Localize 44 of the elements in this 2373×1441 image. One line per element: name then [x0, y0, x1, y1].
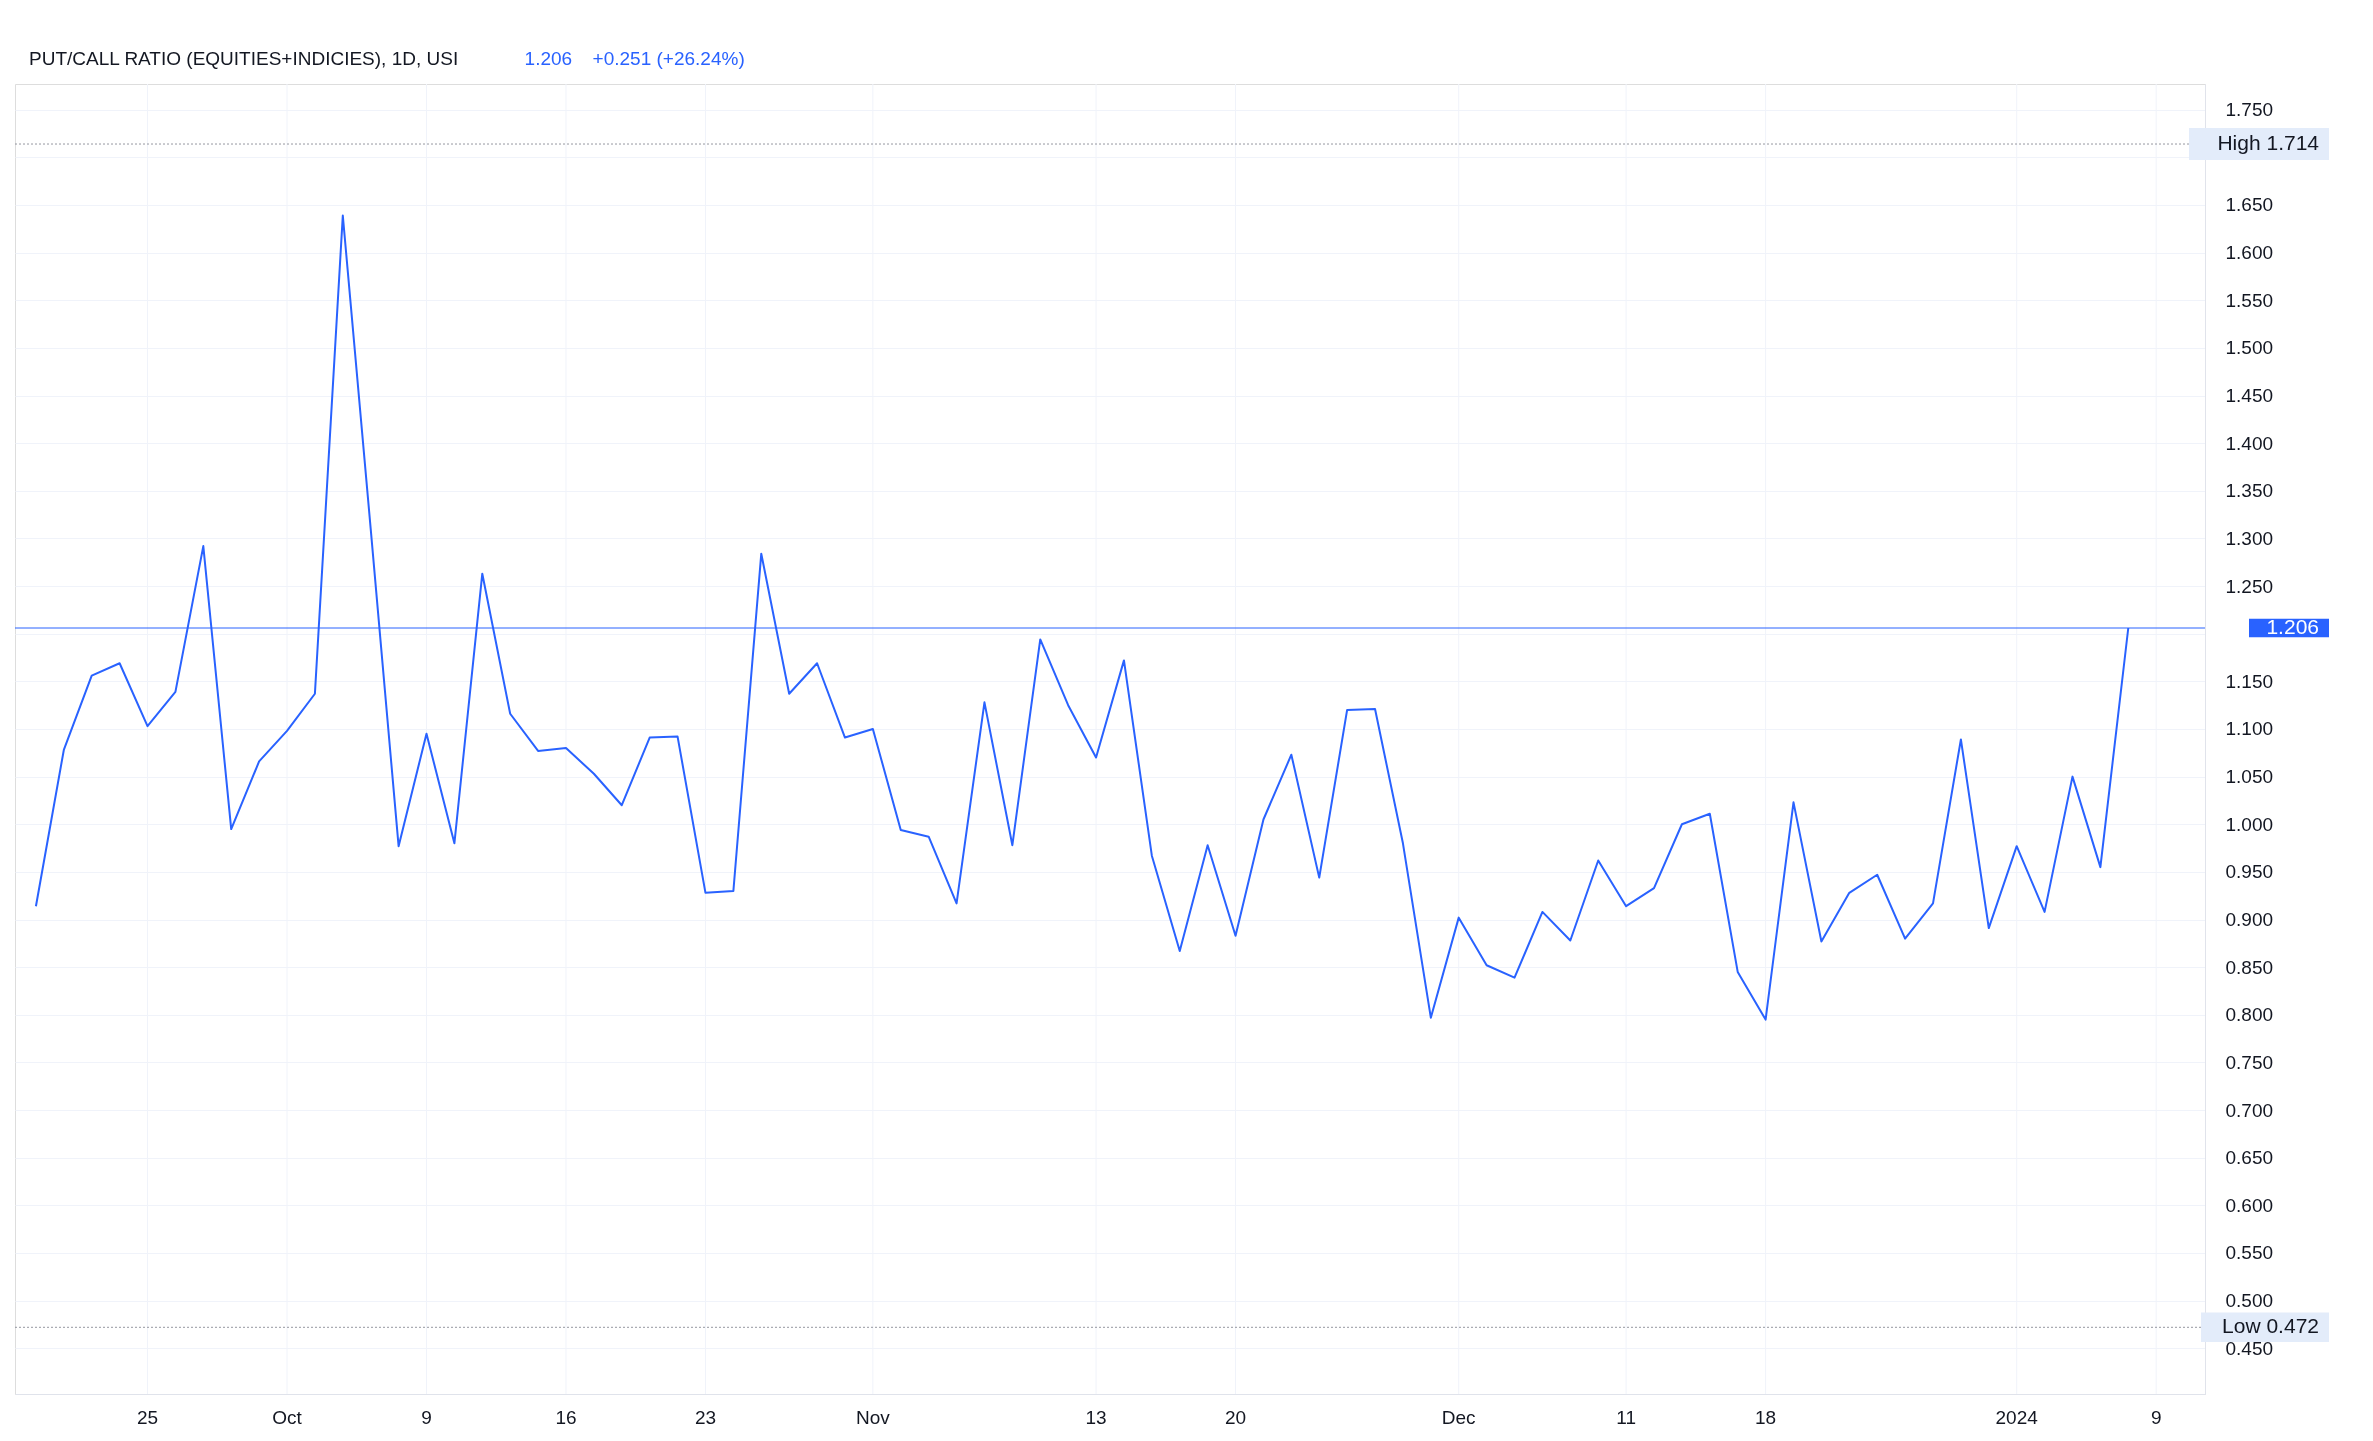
- y-tick-label: 1.600: [2225, 242, 2274, 264]
- y-tick-label: 1.650: [2225, 194, 2274, 216]
- x-tick-label: 9: [421, 1406, 432, 1428]
- y-tick-label: 1.750: [2225, 99, 2274, 121]
- x-tick-label: Oct: [272, 1406, 303, 1428]
- y-tick-label: 0.950: [2225, 861, 2274, 883]
- y-tick-label: 0.650: [2225, 1147, 2274, 1169]
- chart-title: PUT/CALL RATIO (EQUITIES+INDICIES), 1D, USI: [29, 48, 459, 69]
- x-tick-label: 23: [694, 1406, 717, 1428]
- y-tick-label: 0.800: [2225, 1004, 2274, 1026]
- y-tick-label: 0.750: [2225, 1051, 2274, 1073]
- x-tick-label: 25: [136, 1406, 159, 1428]
- y-tick-label: 1.400: [2225, 432, 2274, 454]
- text: +0.251 (+26.24%): [592, 48, 745, 69]
- y-tick-label: 0.500: [2225, 1290, 2274, 1312]
- y-tick-label: 0.550: [2225, 1242, 2274, 1264]
- ref-line-label: Low 0.472: [2222, 1314, 2319, 1338]
- x-tick-label: 2024: [1995, 1406, 2039, 1428]
- x-tick-label: 9: [2150, 1406, 2162, 1428]
- y-tick-label: 1.500: [2225, 337, 2274, 359]
- y-tick-label: 0.900: [2225, 909, 2274, 931]
- y-tick-label: 1.550: [2225, 289, 2274, 311]
- y-tick-label: 1.350: [2225, 480, 2274, 502]
- text: 1.206: [524, 48, 573, 69]
- ref-line-label: 1.206: [2266, 615, 2319, 639]
- y-tick-label: 0.850: [2225, 956, 2274, 978]
- x-tick-label: 13: [1085, 1406, 1107, 1428]
- y-tick-label: 1.100: [2225, 718, 2274, 740]
- y-tick-label: 1.050: [2225, 766, 2274, 788]
- x-tick-label: 20: [1224, 1406, 1247, 1428]
- y-tick-label: 1.000: [2225, 813, 2274, 835]
- x-tick-label: 18: [1755, 1406, 1777, 1428]
- x-tick-label: 11: [1616, 1406, 1636, 1428]
- x-tick-label: Dec: [1441, 1406, 1476, 1428]
- y-tick-label: 0.600: [2225, 1194, 2274, 1216]
- ref-line-label: High 1.714: [2217, 131, 2320, 155]
- y-tick-label: 1.300: [2225, 527, 2274, 549]
- y-tick-label: 1.450: [2225, 385, 2274, 407]
- y-tick-label: 1.150: [2225, 670, 2274, 692]
- y-tick-label: 0.450: [2225, 1337, 2274, 1359]
- x-tick-label: 16: [555, 1406, 577, 1428]
- y-tick-label: 0.700: [2225, 1099, 2274, 1121]
- x-tick-label: Nov: [855, 1406, 891, 1428]
- y-tick-label: 1.250: [2225, 575, 2274, 597]
